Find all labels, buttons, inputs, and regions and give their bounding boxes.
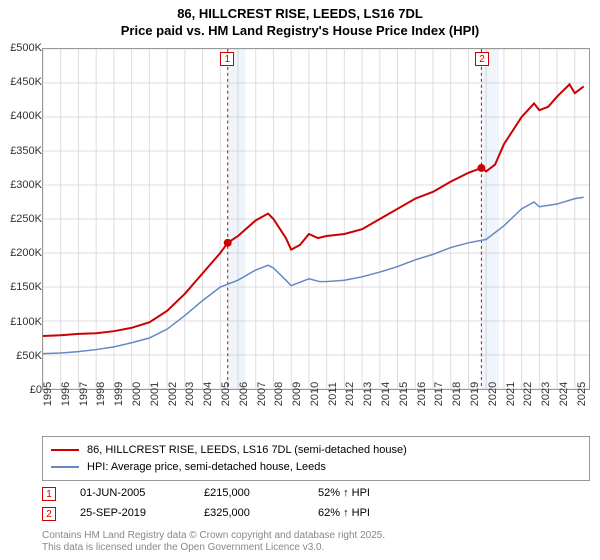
x-axis-tick: 2019 bbox=[469, 382, 481, 406]
x-axis-tick: 2006 bbox=[238, 382, 250, 406]
x-axis-tick: 2016 bbox=[416, 382, 428, 406]
x-axis-tick: 1998 bbox=[95, 382, 107, 406]
legend-swatch bbox=[51, 466, 79, 468]
x-axis-tick: 2023 bbox=[540, 382, 552, 406]
y-axis-tick: £350K bbox=[0, 145, 42, 157]
x-axis-tick: 2018 bbox=[451, 382, 463, 406]
y-axis-tick: £0 bbox=[0, 384, 42, 396]
x-axis-tick: 1997 bbox=[78, 382, 90, 406]
x-axis-tick: 2000 bbox=[131, 382, 143, 406]
x-axis-tick: 2022 bbox=[522, 382, 534, 406]
event-price: £325,000 bbox=[204, 504, 294, 524]
event-marker-icon: 2 bbox=[42, 507, 56, 521]
x-axis-tick: 2015 bbox=[398, 382, 410, 406]
event-marker-icon: 1 bbox=[42, 487, 56, 501]
y-axis-tick: £200K bbox=[0, 247, 42, 259]
x-axis-tick: 2008 bbox=[273, 382, 285, 406]
y-axis-tick: £450K bbox=[0, 76, 42, 88]
x-axis-tick: 2005 bbox=[220, 382, 232, 406]
event-date: 25-SEP-2019 bbox=[80, 504, 180, 524]
x-axis-tick: 1996 bbox=[60, 382, 72, 406]
y-axis-tick: £400K bbox=[0, 110, 42, 122]
event-pct: 62% ↑ HPI bbox=[318, 504, 370, 524]
title-line1: 86, HILLCREST RISE, LEEDS, LS16 7DL bbox=[0, 6, 600, 23]
x-axis-tick: 2009 bbox=[291, 382, 303, 406]
x-axis-tick: 2004 bbox=[202, 382, 214, 406]
legend-label: HPI: Average price, semi-detached house,… bbox=[87, 459, 326, 476]
x-axis-tick: 2003 bbox=[184, 382, 196, 406]
y-axis-tick: £250K bbox=[0, 213, 42, 225]
chart-title: 86, HILLCREST RISE, LEEDS, LS16 7DL Pric… bbox=[0, 0, 600, 40]
event-pct: 52% ↑ HPI bbox=[318, 484, 370, 504]
x-axis-tick: 1995 bbox=[42, 382, 54, 406]
y-axis-tick: £300K bbox=[0, 179, 42, 191]
legend-label: 86, HILLCREST RISE, LEEDS, LS16 7DL (sem… bbox=[87, 442, 407, 459]
y-axis-tick: £500K bbox=[0, 42, 42, 54]
x-axis-tick: 2011 bbox=[327, 382, 339, 406]
y-axis-tick: £100K bbox=[0, 316, 42, 328]
title-line2: Price paid vs. HM Land Registry's House … bbox=[0, 23, 600, 40]
x-axis-tick: 2002 bbox=[167, 382, 179, 406]
legend: 86, HILLCREST RISE, LEEDS, LS16 7DL (sem… bbox=[42, 436, 590, 481]
event-marker-flag: 1 bbox=[220, 52, 234, 66]
event-row: 2 25-SEP-2019 £325,000 62% ↑ HPI bbox=[42, 504, 590, 524]
x-axis-tick: 2014 bbox=[380, 382, 392, 406]
x-axis-tick: 1999 bbox=[113, 382, 125, 406]
event-row: 1 01-JUN-2005 £215,000 52% ↑ HPI bbox=[42, 484, 590, 504]
x-axis-tick: 2020 bbox=[487, 382, 499, 406]
x-axis-tick: 2012 bbox=[344, 382, 356, 406]
legend-swatch bbox=[51, 449, 79, 451]
chart-plot-area bbox=[42, 48, 590, 390]
x-axis-tick: 2013 bbox=[362, 382, 374, 406]
x-axis-tick: 2021 bbox=[505, 382, 517, 406]
footer-line2: This data is licensed under the Open Gov… bbox=[42, 542, 385, 554]
y-axis-tick: £150K bbox=[0, 281, 42, 293]
footer-line1: Contains HM Land Registry data © Crown c… bbox=[42, 530, 385, 542]
footer-attribution: Contains HM Land Registry data © Crown c… bbox=[42, 530, 385, 554]
x-axis-tick: 2007 bbox=[256, 382, 268, 406]
event-date: 01-JUN-2005 bbox=[80, 484, 180, 504]
x-axis-tick: 2001 bbox=[149, 382, 161, 406]
event-marker-flag: 2 bbox=[475, 52, 489, 66]
event-price: £215,000 bbox=[204, 484, 294, 504]
x-axis-tick: 2025 bbox=[576, 382, 588, 406]
x-axis-tick: 2024 bbox=[558, 382, 570, 406]
y-axis-tick: £50K bbox=[0, 350, 42, 362]
legend-item-hpi: HPI: Average price, semi-detached house,… bbox=[51, 459, 581, 476]
events-table: 1 01-JUN-2005 £215,000 52% ↑ HPI 2 25-SE… bbox=[42, 484, 590, 524]
x-axis-tick: 2010 bbox=[309, 382, 321, 406]
legend-item-price-paid: 86, HILLCREST RISE, LEEDS, LS16 7DL (sem… bbox=[51, 442, 581, 459]
x-axis-tick: 2017 bbox=[433, 382, 445, 406]
